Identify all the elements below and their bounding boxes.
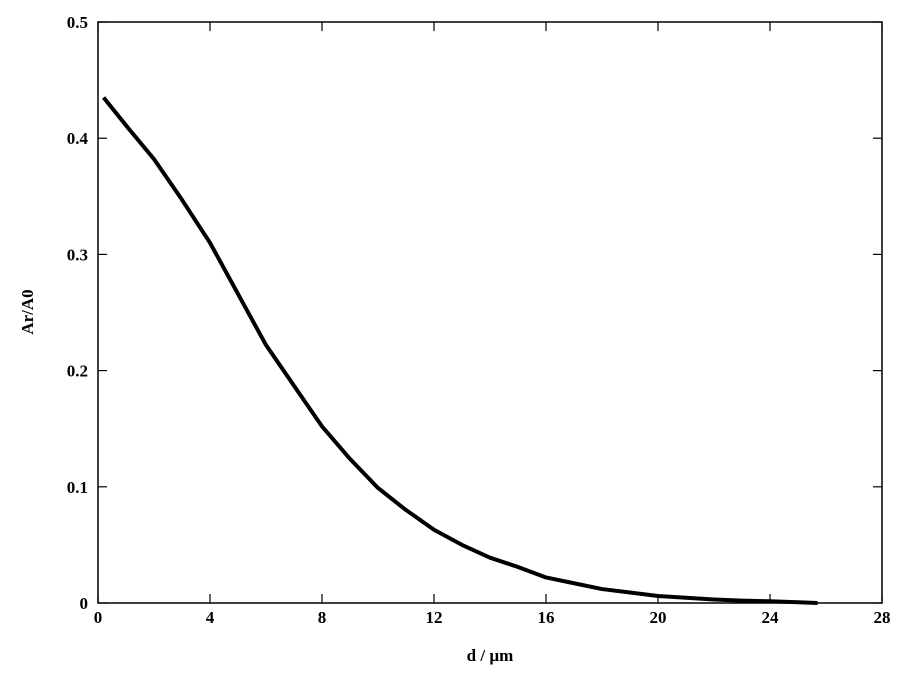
x-tick-label: 8 xyxy=(318,608,327,627)
y-tick-label: 0.5 xyxy=(67,13,88,32)
y-tick-label: 0 xyxy=(80,594,89,613)
y-axis-label: Ar/A0 xyxy=(18,289,37,334)
x-tick-label: 4 xyxy=(206,608,215,627)
plot-frame xyxy=(97,21,883,604)
y-tick-label: 0.3 xyxy=(67,245,88,264)
x-tick-label: 24 xyxy=(762,608,780,627)
y-tick-label: 0.1 xyxy=(67,478,88,497)
data-line xyxy=(102,96,818,605)
y-tick-label: 0.4 xyxy=(67,129,89,148)
x-tick-label: 0 xyxy=(94,608,103,627)
x-tick-label: 12 xyxy=(426,608,443,627)
x-tick-label: 20 xyxy=(650,608,667,627)
y-tick-label: 0.2 xyxy=(67,362,88,381)
x-tick-label: 28 xyxy=(874,608,891,627)
x-axis-label: d / µm xyxy=(467,646,514,665)
x-tick-label: 16 xyxy=(538,608,555,627)
